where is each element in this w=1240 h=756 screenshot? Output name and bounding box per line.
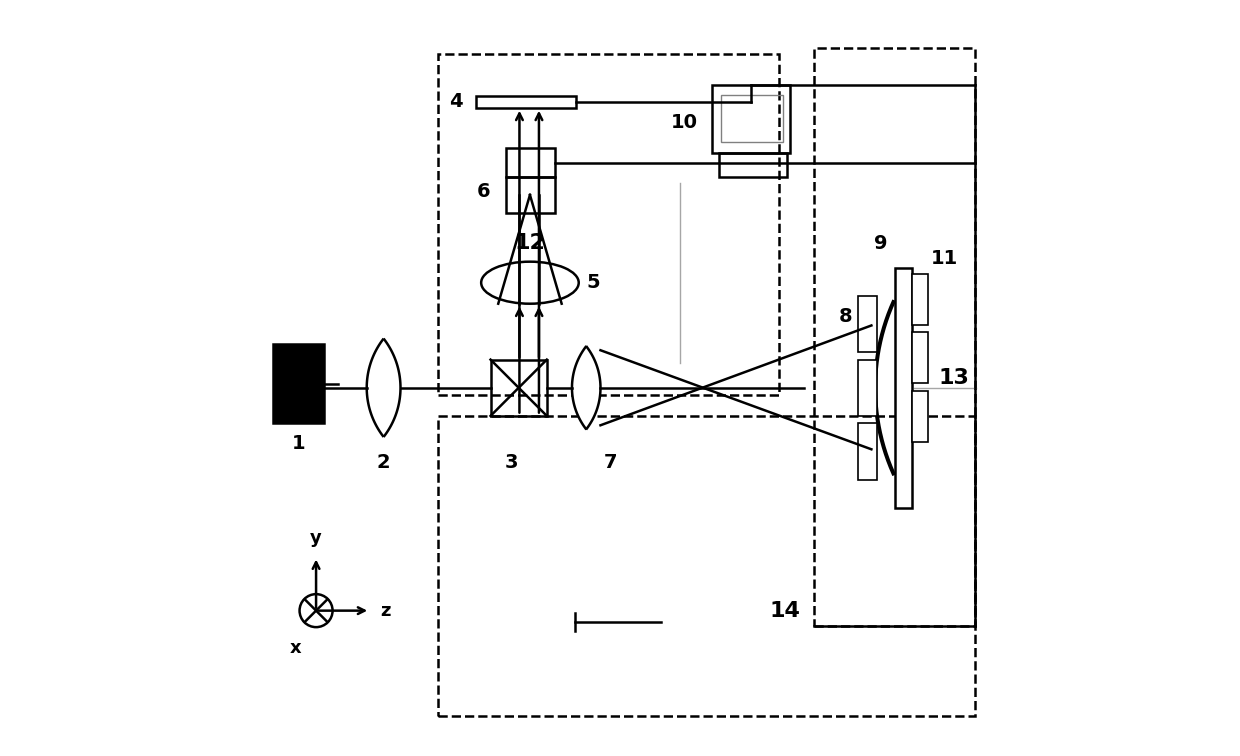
Polygon shape xyxy=(367,339,401,436)
Bar xyxy=(476,96,577,108)
Bar xyxy=(911,332,929,383)
Polygon shape xyxy=(572,347,600,429)
Text: x: x xyxy=(289,639,301,657)
Bar xyxy=(712,85,790,153)
Text: 1: 1 xyxy=(291,434,305,454)
Text: 13: 13 xyxy=(939,368,970,388)
Text: 11: 11 xyxy=(931,249,959,268)
Bar xyxy=(895,268,911,508)
Text: 4: 4 xyxy=(449,92,463,111)
Bar xyxy=(911,274,929,325)
Text: 8: 8 xyxy=(838,307,852,326)
Text: 6: 6 xyxy=(476,182,490,201)
Text: 14: 14 xyxy=(770,600,801,621)
Bar xyxy=(720,95,782,141)
Text: 9: 9 xyxy=(874,234,887,253)
Bar xyxy=(911,391,929,442)
Bar xyxy=(491,360,547,416)
Text: 12: 12 xyxy=(515,233,546,253)
Bar xyxy=(858,423,877,480)
Text: y: y xyxy=(310,529,322,547)
Text: z: z xyxy=(379,602,391,620)
Text: 7: 7 xyxy=(604,453,618,472)
Bar xyxy=(813,48,975,626)
Text: 5: 5 xyxy=(587,273,600,292)
Text: 3: 3 xyxy=(505,453,518,472)
Bar xyxy=(438,416,975,716)
Bar xyxy=(719,153,786,177)
Bar xyxy=(858,296,877,352)
Bar xyxy=(273,344,325,423)
Bar xyxy=(438,54,779,395)
Bar xyxy=(506,148,554,177)
Text: 2: 2 xyxy=(377,453,391,472)
Bar xyxy=(506,177,554,213)
Text: 10: 10 xyxy=(671,113,698,132)
Bar xyxy=(858,360,877,416)
